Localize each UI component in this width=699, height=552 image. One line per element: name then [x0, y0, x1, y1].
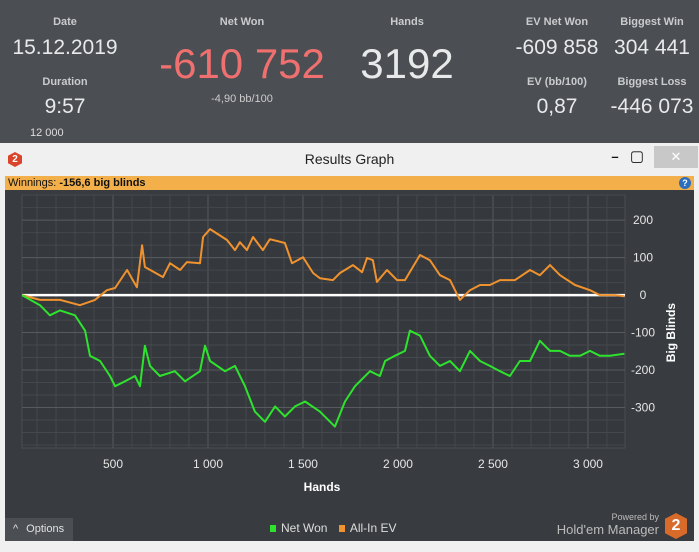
series-line-net-won — [21, 294, 625, 428]
net-won-bb100: -4,90 bb/100 — [211, 93, 273, 105]
powered-by-label: Powered by — [611, 512, 659, 522]
date-label: Date — [53, 16, 77, 28]
hm2-brand-logo-icon: 2 — [665, 513, 687, 539]
title-bar[interactable]: 2 Results Graph – ▢ ✕ — [0, 143, 699, 175]
x-axis-label: Hands — [304, 480, 341, 494]
y-tick-label: 200 — [633, 213, 653, 227]
x-tick-label: 2 000 — [383, 457, 413, 471]
brand-name: Hold'em Manager — [556, 522, 659, 537]
biggest-win-value: 304 441 — [614, 36, 690, 59]
x-tick-label: 1 000 — [193, 457, 223, 471]
powered-by: Powered by Hold'em Manager — [557, 512, 659, 537]
duration-label: Duration — [42, 76, 88, 88]
y-tick-label: -300 — [631, 401, 655, 415]
chevron-up-icon: ^ — [13, 523, 19, 535]
chart-legend: Net Won All-In EV — [270, 521, 397, 535]
biggest-win-label: Biggest Win — [620, 16, 684, 28]
maximize-button[interactable]: ▢ — [629, 148, 645, 165]
winnings-label: Winnings: — [8, 177, 57, 189]
net-won-value: -610 752 — [159, 40, 325, 87]
plot-area — [21, 194, 626, 449]
x-tick-label: 3 000 — [573, 457, 603, 471]
hands-label: Hands — [390, 16, 424, 28]
hm2-logo-icon: 2 — [8, 152, 22, 167]
ev-bb100-value: 0,87 — [536, 95, 578, 118]
y-tick-label: -200 — [631, 363, 655, 377]
ev-net-won-label: EV Net Won — [525, 16, 589, 28]
x-tick-label: 2 500 — [478, 457, 508, 471]
x-tick-label: 1 500 — [288, 457, 318, 471]
results-chart: 200 100 0 -100 -200 -300 500 1 000 1 500 2 000 2 5… — [21, 194, 678, 494]
biggest-loss-label: Biggest Loss — [617, 76, 687, 88]
date-value: 15.12.2019 — [12, 36, 118, 59]
y-tick-label: 100 — [633, 251, 653, 265]
ev-net-won-value: -609 858 — [515, 36, 599, 59]
hands-value: 3192 — [360, 40, 454, 87]
x-tick-label: 500 — [103, 457, 123, 471]
legend-swatch-all-in-ev — [338, 525, 345, 532]
minimize-button[interactable]: – — [611, 149, 619, 164]
y-tick-label: 0 — [640, 288, 647, 302]
window-title: Results Graph — [304, 151, 395, 167]
legend-swatch-net-won — [270, 525, 276, 532]
session-stats-panel: Date 15.12.2019 Duration 9:57 Net Won -6… — [0, 0, 699, 143]
y-tick-label: -100 — [631, 326, 655, 340]
y-axis-label: Big Blinds — [664, 303, 678, 363]
options-button[interactable]: ^ Options — [5, 518, 73, 541]
winnings-bar: Winnings: -156,6 big blinds ? — [5, 176, 694, 190]
net-won-label: Net Won — [219, 16, 265, 28]
biggest-loss-value: -446 073 — [610, 95, 694, 118]
options-label: Options — [26, 523, 65, 535]
close-button[interactable]: ✕ — [654, 146, 698, 168]
axis-label-12000: 12 000 — [30, 127, 64, 139]
duration-value: 9:57 — [44, 95, 86, 118]
help-icon[interactable]: ? — [679, 177, 691, 189]
series-line-all-in-ev — [21, 228, 625, 307]
legend-all-in-ev: All-In EV — [349, 521, 397, 535]
ev-bb100-label: EV (bb/100) — [527, 76, 587, 88]
legend-net-won: Net Won — [281, 521, 328, 535]
winnings-value: -156,6 big blinds — [59, 177, 146, 189]
